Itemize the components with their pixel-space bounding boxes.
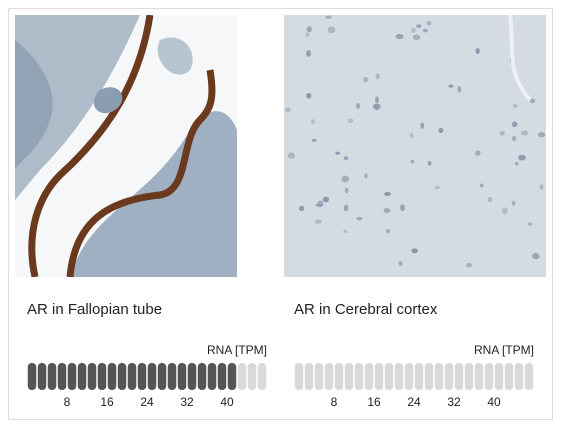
panel-title: AR in Cerebral cortex — [294, 301, 438, 318]
scale-tick-label: 8 — [64, 395, 71, 409]
rna-pill — [494, 363, 504, 390]
rna-pill — [344, 363, 354, 390]
rna-pill — [77, 363, 87, 390]
scale-tick-label: 40 — [220, 395, 234, 409]
scale-tick-label: 8 — [331, 395, 338, 409]
rna-pill — [157, 363, 167, 390]
rna-pill — [37, 363, 47, 390]
rna-pill — [167, 363, 177, 390]
rna-pill — [384, 363, 394, 390]
panel-title: AR in Fallopian tube — [27, 301, 162, 318]
scale-tick-label: 16 — [367, 395, 381, 409]
rna-pill — [444, 363, 454, 390]
rna-pill — [27, 363, 37, 390]
rna-pill — [247, 363, 257, 390]
scale-label: RNA [TPM] — [207, 343, 267, 357]
scale-label: RNA [TPM] — [474, 343, 534, 357]
rna-pill — [514, 363, 524, 390]
rna-pill — [314, 363, 324, 390]
rna-pill — [107, 363, 117, 390]
rna-pill — [187, 363, 197, 390]
rna-pill — [97, 363, 107, 390]
rna-pill — [484, 363, 494, 390]
scale-tick-label: 16 — [100, 395, 114, 409]
rna-pill — [47, 363, 57, 390]
rna-pill — [404, 363, 414, 390]
rna-pill — [354, 363, 364, 390]
rna-pill — [334, 363, 344, 390]
scale-tick-label: 24 — [140, 395, 154, 409]
rna-pill — [364, 363, 374, 390]
tissue-image-cortex[interactable] — [284, 15, 546, 277]
rna-pill — [464, 363, 474, 390]
rna-pill — [127, 363, 137, 390]
rna-pill — [207, 363, 217, 390]
tissue-image-fallopian[interactable] — [15, 15, 237, 277]
rna-pill — [257, 363, 267, 390]
rna-pill — [304, 363, 314, 390]
rna-pill — [374, 363, 384, 390]
rna-pill — [474, 363, 484, 390]
rna-pill — [227, 363, 237, 390]
rna-pill — [414, 363, 424, 390]
rna-pill — [197, 363, 207, 390]
rna-pill — [394, 363, 404, 390]
rna-pill — [57, 363, 67, 390]
rna-pill — [67, 363, 77, 390]
scale-tick-label: 24 — [407, 395, 421, 409]
rna-pill — [324, 363, 334, 390]
rna-pill — [424, 363, 434, 390]
rna-pill — [434, 363, 444, 390]
rna-pill — [137, 363, 147, 390]
rna-pill — [237, 363, 247, 390]
rna-pill — [294, 363, 304, 390]
rna-pill — [524, 363, 534, 390]
rna-pill — [504, 363, 514, 390]
scale-tick-label: 40 — [487, 395, 501, 409]
rna-pill — [177, 363, 187, 390]
scale-tick-label: 32 — [180, 395, 194, 409]
rna-pill — [454, 363, 464, 390]
rna-pill — [117, 363, 127, 390]
rna-pill — [87, 363, 97, 390]
scale-tick-label: 32 — [447, 395, 461, 409]
rna-pill — [147, 363, 157, 390]
rna-pill — [217, 363, 227, 390]
